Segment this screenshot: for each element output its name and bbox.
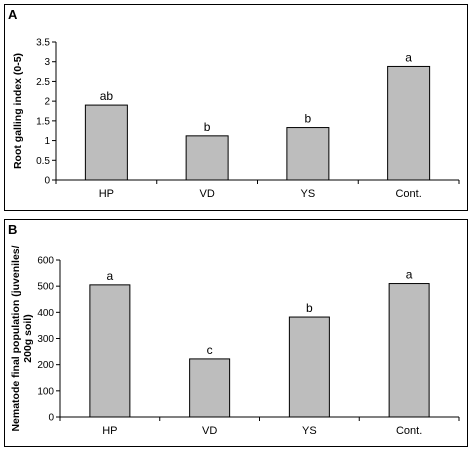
chart-panel-a: A Root galling index (0-5) 0 0.5 1 1.5 2 2.5 3 3.… — [4, 4, 468, 211]
chart-a-panel-label: A — [8, 7, 18, 22]
chart-b-ylabel-line: 200g soil) — [22, 314, 34, 362]
chart-b-bar-annotation: b — [306, 301, 313, 315]
chart-a-bar-annotation: b — [204, 120, 211, 134]
chart-b-y-tick-label: 0 — [48, 413, 54, 424]
chart-a-y-tick-label: 2.5 — [36, 77, 50, 88]
chart-a-y-tick-label: 2 — [44, 97, 50, 108]
chart-b-ylabel-line: Nematode final population (juveniles/ — [10, 245, 22, 431]
chart-a-bar — [387, 65, 431, 181]
chart-a-bar-annotation: ab — [100, 89, 114, 103]
chart-b-bar — [388, 283, 430, 418]
chart-a-svg: A Root galling index (0-5) 0 0.5 1 1.5 2 2.5 3 3.… — [8, 7, 460, 200]
chart-a-y-tick-label: 3 — [44, 57, 50, 68]
chart-a-bar — [185, 135, 229, 181]
chart-b-x-tick-label: Cont. — [396, 425, 422, 437]
chart-a-bar — [84, 104, 128, 181]
chart-b-y-tick-label: 600 — [37, 256, 54, 267]
chart-b-panel-label: B — [8, 222, 17, 237]
chart-b-x-tick-label: YS — [302, 425, 317, 437]
chart-a-x-tick-label: VD — [199, 188, 214, 200]
chart-a-x-tick-label: YS — [301, 188, 316, 200]
chart-a-y-tick-label: 0.5 — [36, 156, 50, 167]
chart-b-bar — [189, 358, 231, 418]
chart-a-bar — [286, 127, 330, 181]
chart-b-bar — [288, 316, 330, 418]
chart-b-ylabel: Nematode final population (juveniles/200… — [10, 245, 34, 431]
chart-a-bar-annotation: a — [405, 50, 412, 64]
chart-a-y-tick-label: 0 — [44, 176, 50, 187]
chart-b-bar — [89, 284, 131, 418]
chart-a-x-tick-label: HP — [99, 188, 114, 200]
chart-b-x-tick-label: VD — [202, 425, 217, 437]
chart-b-svg: B Nematode final population (juveniles/20… — [8, 222, 460, 437]
chart-a-y-tick-label: 1 — [44, 136, 50, 147]
chart-b-y-tick-label: 300 — [37, 334, 54, 345]
chart-b-x-tick-label: HP — [102, 425, 117, 437]
chart-b-y-tick-label: 400 — [37, 308, 54, 319]
chart-panel-b: B Nematode final population (juveniles/20… — [4, 219, 468, 447]
chart-a-bar-annotation: b — [305, 112, 312, 126]
chart-a-ylabel: Root galling index (0-5) — [12, 53, 24, 169]
chart-b-y-tick-label: 100 — [37, 386, 54, 397]
chart-a-y-tick-label: 3.5 — [36, 38, 50, 49]
chart-b-bar-annotation: a — [406, 268, 413, 282]
chart-b-bar-annotation: a — [107, 269, 114, 283]
chart-a-x-tick-label: Cont. — [395, 188, 421, 200]
chart-b-y-tick-label: 500 — [37, 282, 54, 293]
chart-b-y-tick-label: 200 — [37, 360, 54, 371]
chart-a-y-tick-label: 1.5 — [36, 116, 50, 127]
chart-b-bar-annotation: c — [207, 343, 213, 357]
